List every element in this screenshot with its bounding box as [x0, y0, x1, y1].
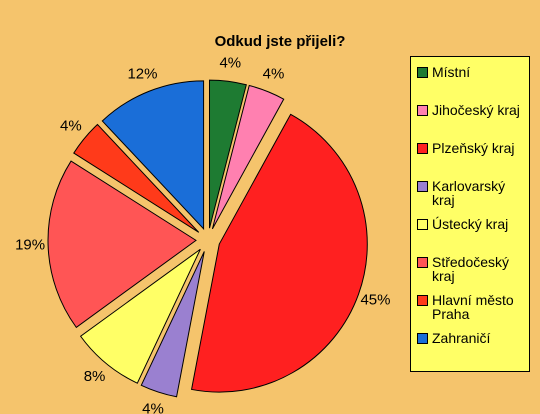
- data-label: 4%: [142, 400, 164, 414]
- legend-label: Plzeňský kraj: [432, 140, 515, 156]
- legend-item: Plzeňský kraj: [417, 141, 527, 179]
- legend-swatch: [417, 257, 428, 268]
- data-label: 12%: [127, 65, 157, 82]
- legend-item: Jihočeský kraj: [417, 103, 527, 141]
- data-label: 8%: [84, 368, 106, 385]
- legend-label: Zahraničí: [432, 330, 491, 346]
- chart-title: Odkud jste přijeli?: [215, 33, 346, 50]
- data-label: 4%: [219, 54, 241, 71]
- legend-swatch: [417, 67, 428, 78]
- legend-label: Jihočeský kraj: [432, 102, 520, 118]
- legend-label: Středočeský kraj: [432, 254, 510, 284]
- legend-swatch: [417, 219, 428, 230]
- legend-item: Ústecký kraj: [417, 217, 527, 255]
- legend-swatch: [417, 143, 428, 154]
- legend-item: Karlovarský kraj: [417, 179, 527, 217]
- pie-slice: [190, 113, 368, 393]
- legend-label: Místní: [432, 64, 471, 80]
- pie-slice: [101, 80, 205, 231]
- pie-slice: [211, 84, 285, 230]
- legend-item: Zahraničí: [417, 331, 527, 369]
- legend-label: Karlovarský kraj: [432, 178, 506, 208]
- pie-slice: [209, 79, 247, 229]
- data-label: 4%: [263, 65, 285, 82]
- pie-slice: [47, 160, 197, 329]
- pie-slice: [79, 248, 201, 384]
- legend-item: Místní: [417, 65, 527, 103]
- legend-label: Ústecký kraj: [432, 216, 509, 232]
- legend-label: Hlavní město Praha: [432, 292, 514, 322]
- legend: Místní Jihočeský kraj Plzeňský kraj Karlova…: [410, 56, 530, 372]
- pie-slice: [73, 123, 200, 233]
- legend-item: Středočeský kraj: [417, 255, 527, 293]
- data-label: 19%: [15, 237, 45, 254]
- legend-swatch: [417, 295, 428, 306]
- legend-swatch: [417, 181, 428, 192]
- legend-swatch: [417, 105, 428, 116]
- legend-swatch: [417, 333, 428, 344]
- data-label: 45%: [360, 291, 390, 308]
- legend-item: Hlavní město Praha: [417, 293, 527, 331]
- data-label: 4%: [60, 118, 82, 135]
- pie-slice: [140, 251, 205, 398]
